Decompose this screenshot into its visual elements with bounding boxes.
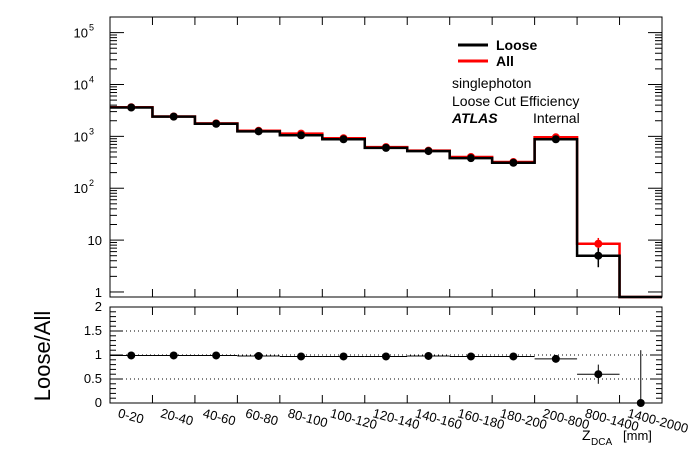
point-loose [169,112,178,121]
main-y-tick-exp: 2 [89,178,94,188]
histogram-points [127,103,603,268]
ratio-marker [339,352,348,361]
ratio-marker [212,351,221,360]
legend-label-all: All [496,53,514,69]
marker [424,147,433,156]
x-axis-label-unit: [mm] [623,428,652,443]
ratio-y-axis-label: Loose/All [30,311,55,402]
ratio-marker [382,352,390,361]
step-line-all [110,105,662,299]
ratio-y-tick-label: 2 [95,299,102,314]
point-loose [254,127,263,136]
marker [594,251,603,260]
point-loose [127,103,136,112]
point-loose [424,147,433,156]
main-y-tick-label: 10 3 [74,126,94,144]
annotation-loose-cut-efficiency: Loose Cut Efficiency [452,93,579,109]
main-y-tick-exp: 3 [89,126,94,136]
marker [594,239,603,248]
marker [509,158,518,167]
legend: Loose All [458,37,537,69]
ratio-point [237,351,280,360]
ratio-marker [424,351,433,360]
point-loose [212,119,221,128]
legend-label-loose: Loose [496,37,537,53]
point-loose [339,135,348,144]
marker [297,131,306,140]
ratio-marker [509,352,518,361]
main-y-tick-base: 10 [74,77,88,92]
x-tick-label: 0-20 [116,405,145,426]
atlas-label: ATLAS [451,110,498,126]
ratio-point [152,351,195,360]
ratio-x-ticks [151,307,621,403]
atlas-status: Internal [533,110,580,126]
ratio-point [407,351,450,360]
ratio-point [364,352,408,361]
ratio-point [534,354,578,363]
point-loose [509,158,518,167]
main-y-tick-label: 10 2 [74,178,94,196]
x-tick-label: 40-60 [201,405,237,428]
ratio-point [492,352,535,361]
series-all [110,105,662,299]
main-y-tick-label: 10 4 [74,74,94,92]
ratio-point [279,352,323,361]
ratio-point [577,364,620,384]
x-axis-label-main: Z [582,427,591,443]
marker [169,112,178,121]
ratio-marker [551,354,560,363]
marker [254,127,263,136]
ratio-marker [594,370,603,379]
main-y-tick-base: 1 [95,285,102,300]
point-loose [297,131,306,140]
ratio-point [194,351,238,360]
ratio-marker [254,351,263,360]
x-axis-label: Z DCA [mm] [582,427,652,448]
main-y-tick-label: 1 [95,285,102,300]
main-y-tick-base: 10 [74,129,88,144]
x-tick-label: 60-80 [244,405,280,428]
point-loose [594,248,603,268]
ratio-x-tick-labels: 0-20 20-40 40-60 60-80 80-100 100-120120-1401… [116,405,689,436]
main-y-tick-label: 10 [88,233,102,248]
point-loose [466,154,475,163]
ratio-y-tick-label: 0 [95,395,102,410]
marker [339,135,348,144]
point-loose [551,135,560,144]
main-x-ticks [151,17,621,297]
series-loose [110,106,662,299]
ratio-point [449,352,493,361]
ratio-y-ticks: 0 0.5 1 1.5 2 [84,299,662,410]
marker [212,119,221,128]
ratio-marker [466,352,475,361]
main-y-tick-base: 10 [74,181,88,196]
ratio-y-tick-label: 1 [95,347,102,362]
main-y-tick-exp: 5 [89,23,94,33]
main-y-tick-exp: 4 [89,74,94,84]
ratio-point [322,352,365,361]
main-y-tick-base: 10 [74,26,88,41]
ratio-marker [127,351,136,360]
step-line-loose [110,106,662,299]
histogram-lines [110,105,662,299]
x-tick-label: 80-100 [286,405,329,430]
ratio-marker [297,352,306,361]
x-axis-label-sub: DCA [591,437,612,448]
ratio-y-tick-label: 1.5 [84,323,102,338]
marker [466,154,475,163]
main-y-tick-label: 10 5 [74,23,94,41]
ratio-y-tick-label: 0.5 [84,371,102,386]
ratio-marker [169,351,178,360]
marker [382,143,390,152]
main-y-tick-base: 10 [88,233,102,248]
annotation-singlephoton: singlephoton [452,75,531,91]
x-tick-label: 20-40 [159,405,195,428]
marker [551,135,560,144]
marker [127,103,136,112]
point-loose [382,143,390,152]
